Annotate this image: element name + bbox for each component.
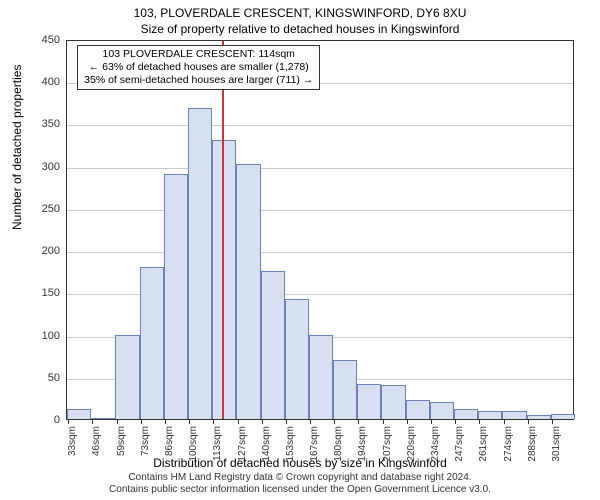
info-box-line: ← 63% of detached houses are smaller (1,… — [84, 61, 313, 74]
y-tick-label: 0 — [24, 414, 60, 426]
property-marker-line — [222, 41, 224, 419]
x-tick-mark — [358, 420, 359, 424]
chart-title: 103, PLOVERDALE CRESCENT, KINGSWINFORD, … — [0, 6, 600, 20]
histogram-bar — [164, 174, 188, 419]
histogram-bar — [381, 385, 405, 419]
chart-container: 103, PLOVERDALE CRESCENT, KINGSWINFORD, … — [0, 0, 600, 500]
x-tick-mark — [213, 420, 214, 424]
x-tick-mark — [479, 420, 480, 424]
histogram-bar — [212, 140, 236, 419]
plot-area: 103 PLOVERDALE CRESCENT: 114sqm← 63% of … — [66, 40, 574, 420]
y-tick-label: 400 — [24, 76, 60, 88]
x-tick-mark — [455, 420, 456, 424]
histogram-bar — [285, 299, 309, 419]
x-tick-mark — [334, 420, 335, 424]
y-tick-label: 150 — [24, 287, 60, 299]
histogram-bar — [236, 164, 260, 419]
histogram-bar — [309, 335, 333, 419]
x-tick-mark — [504, 420, 505, 424]
x-tick-mark — [407, 420, 408, 424]
x-tick-mark — [383, 420, 384, 424]
y-tick-label: 450 — [24, 34, 60, 46]
y-tick-label: 200 — [24, 245, 60, 257]
y-tick-label: 250 — [24, 203, 60, 215]
y-tick-label: 300 — [24, 161, 60, 173]
y-tick-label: 50 — [24, 372, 60, 384]
gridline — [67, 168, 573, 169]
histogram-bar — [502, 411, 526, 419]
x-tick-mark — [286, 420, 287, 424]
histogram-bar — [357, 384, 381, 419]
histogram-bar — [115, 335, 139, 419]
x-tick-mark — [92, 420, 93, 424]
info-box-line: 35% of semi-detached houses are larger (… — [84, 74, 313, 87]
gridline — [67, 252, 573, 253]
histogram-bar — [188, 108, 212, 419]
footer-line-2: Contains public sector information licen… — [4, 484, 596, 496]
x-tick-mark — [552, 420, 553, 424]
histogram-bar — [333, 360, 357, 419]
gridline — [67, 210, 573, 211]
histogram-bar — [140, 267, 164, 419]
gridline — [67, 125, 573, 126]
histogram-bar — [261, 271, 285, 419]
x-tick-mark — [528, 420, 529, 424]
footer-line-1: Contains HM Land Registry data © Crown c… — [4, 472, 596, 484]
x-tick-mark — [189, 420, 190, 424]
x-tick-mark — [310, 420, 311, 424]
chart-subtitle: Size of property relative to detached ho… — [0, 22, 600, 36]
info-box-line: 103 PLOVERDALE CRESCENT: 114sqm — [84, 48, 313, 61]
histogram-bar — [454, 409, 478, 419]
histogram-bar — [406, 400, 430, 419]
x-tick-mark — [141, 420, 142, 424]
histogram-bar — [527, 415, 551, 419]
info-box: 103 PLOVERDALE CRESCENT: 114sqm← 63% of … — [77, 45, 320, 90]
histogram-bar — [67, 409, 91, 419]
histogram-bar — [91, 418, 115, 419]
histogram-bar — [478, 411, 502, 419]
x-axis-label: Distribution of detached houses by size … — [0, 456, 600, 470]
footer-attribution: Contains HM Land Registry data © Crown c… — [4, 472, 596, 496]
y-tick-label: 100 — [24, 330, 60, 342]
x-tick-mark — [117, 420, 118, 424]
y-tick-label: 350 — [24, 118, 60, 130]
histogram-bar — [430, 402, 454, 419]
x-tick-mark — [238, 420, 239, 424]
x-tick-mark — [262, 420, 263, 424]
histogram-bar — [551, 414, 575, 419]
y-axis-label: Number of detached properties — [10, 65, 24, 230]
x-tick-mark — [165, 420, 166, 424]
x-tick-mark — [68, 420, 69, 424]
x-tick-mark — [431, 420, 432, 424]
